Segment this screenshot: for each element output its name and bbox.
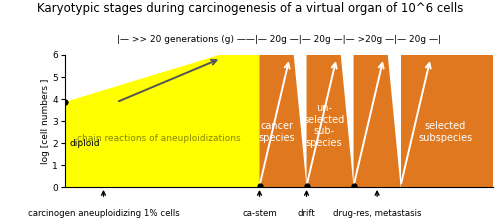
Y-axis label: log [cell numbers ]: log [cell numbers ] [40,78,50,164]
Text: drug-res, metastasis: drug-res, metastasis [333,209,422,218]
Text: cancer
species: cancer species [258,121,295,143]
Polygon shape [65,55,260,187]
Polygon shape [354,55,401,187]
Text: carcinogen aneuploidizing 1% cells: carcinogen aneuploidizing 1% cells [28,209,180,218]
Polygon shape [260,55,306,187]
Text: selected
subspecies: selected subspecies [418,121,472,143]
Text: drift: drift [298,209,316,218]
Text: Karyotypic stages during carcinogenesis of a virtual organ of 10^6 cells: Karyotypic stages during carcinogenesis … [37,2,463,15]
Text: ca-stem: ca-stem [242,209,277,218]
Text: diploid: diploid [70,139,100,147]
Polygon shape [306,55,354,187]
Text: |— >> 20 generations (g) ——|— 20g —|— 20g —|— >20g —|— 20g —|: |— >> 20 generations (g) ——|— 20g —|— 20… [117,35,441,44]
Text: un-
selected
sub-
species: un- selected sub- species [303,103,344,148]
Polygon shape [400,55,492,187]
Text: chain reactions of aneuploidizations: chain reactions of aneuploidizations [77,134,241,143]
